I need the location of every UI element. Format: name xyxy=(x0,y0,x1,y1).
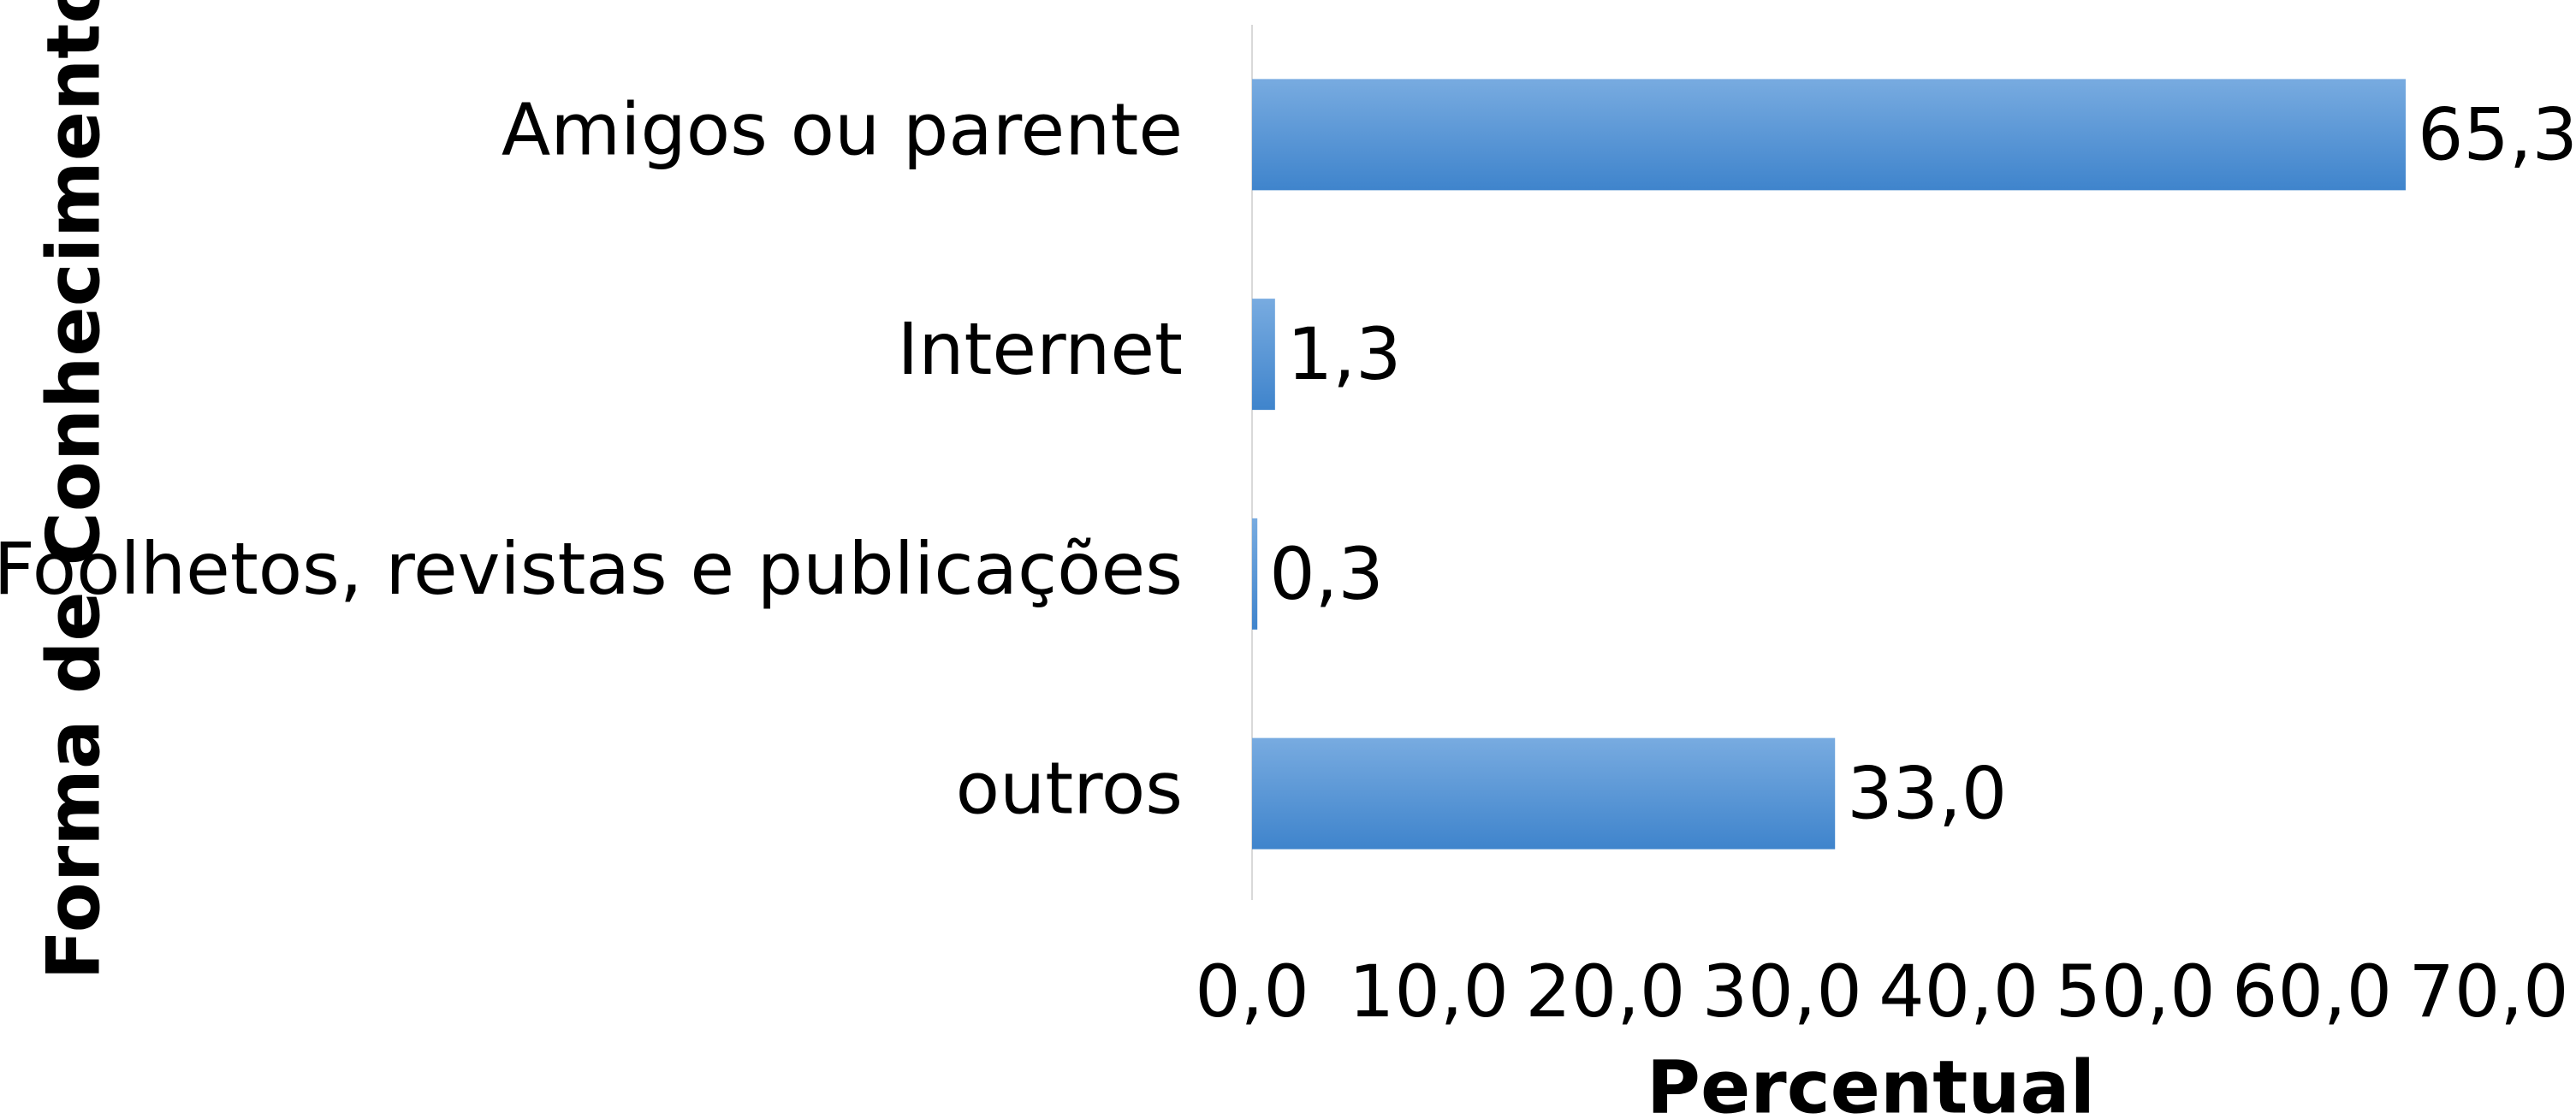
bar xyxy=(1252,299,1275,411)
x-tick-label: 30,0 xyxy=(1702,950,1862,1033)
value-label: 33,0 xyxy=(1847,752,2007,836)
bar xyxy=(1252,79,2406,191)
y-tick-label: Amigos ou parente xyxy=(502,87,1183,171)
y-tick-label: Foolhetos, revistas e publicações xyxy=(0,527,1183,611)
value-label: 0,3 xyxy=(1269,532,1384,616)
value-label: 65,3 xyxy=(2418,92,2576,176)
x-tick-label: 50,0 xyxy=(2056,950,2216,1033)
x-tick-label: 10,0 xyxy=(1349,950,1509,1033)
value-label: 1,3 xyxy=(1287,312,1402,396)
x-axis-title: Percentual xyxy=(1647,1045,2095,1119)
bar xyxy=(1252,737,1836,850)
x-tick-label: 70,0 xyxy=(2408,950,2568,1033)
y-tick-label: Internet xyxy=(897,307,1183,391)
x-tick-label: 40,0 xyxy=(1879,950,2039,1033)
x-tick-label: 0,0 xyxy=(1195,950,1309,1033)
y-tick-label: outros xyxy=(956,747,1183,831)
x-tick-label: 20,0 xyxy=(1525,950,1685,1033)
x-tick-label: 60,0 xyxy=(2232,950,2392,1033)
bar xyxy=(1252,518,1258,630)
y-axis-title: Forma de Conhecimento xyxy=(31,0,116,980)
